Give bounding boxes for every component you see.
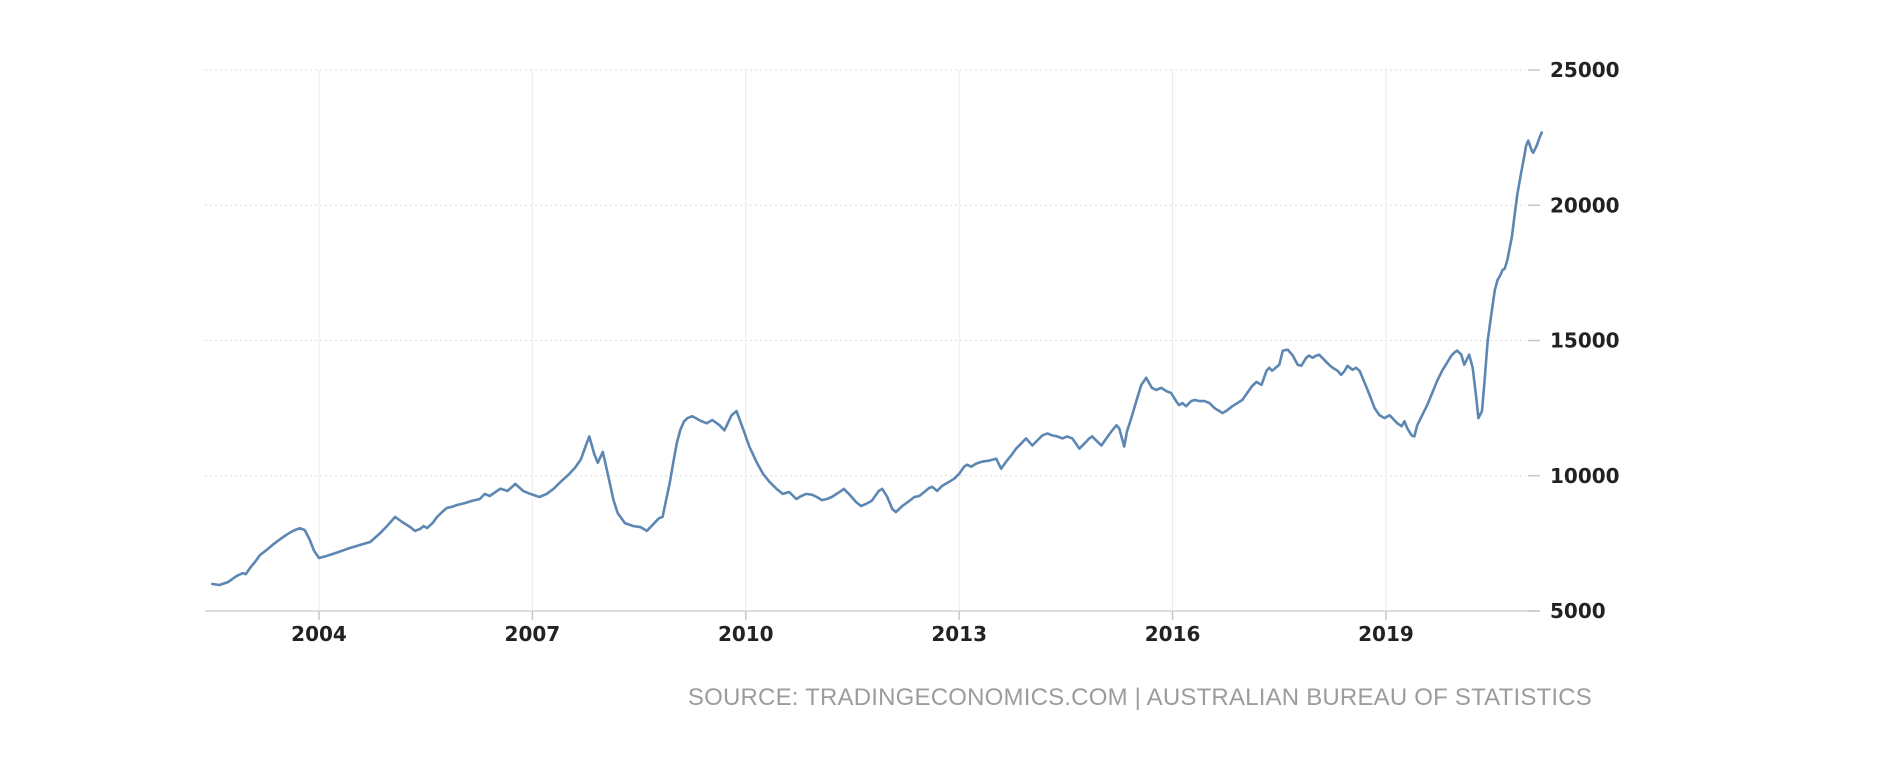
source-attribution: SOURCE: TRADINGECONOMICS.COM | AUSTRALIA… [687, 684, 1592, 711]
series-layer [211, 131, 1543, 587]
grid-layer [205, 69, 1540, 620]
y-tick-label: 25000 [1550, 58, 1620, 82]
axis-label-layer: 5000 10000 15000 20000 25000 2004 2007 2010 2013… [291, 58, 1619, 646]
x-tick-label: 2007 [505, 622, 561, 646]
y-tick-label: 15000 [1550, 329, 1620, 353]
x-tick-label: 2004 [291, 622, 347, 646]
y-tick-label: 20000 [1550, 193, 1620, 217]
x-tick-label: 2016 [1145, 622, 1201, 646]
x-tick-label: 2019 [1358, 622, 1414, 646]
x-tick-label: 2013 [931, 622, 987, 646]
x-tick-label: 2010 [718, 622, 774, 646]
y-tick-label: 10000 [1550, 464, 1620, 488]
data-series-line[interactable] [211, 131, 1543, 587]
y-tick-label: 5000 [1550, 599, 1606, 623]
